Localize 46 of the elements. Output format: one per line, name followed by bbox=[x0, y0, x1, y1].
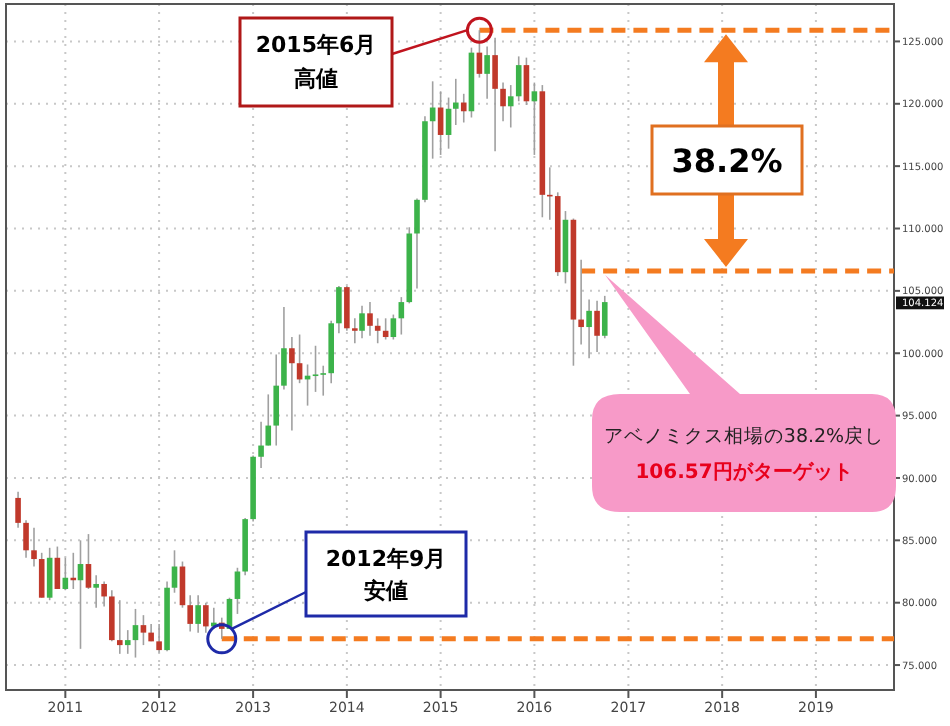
candlestick bbox=[578, 258, 584, 346]
candlestick bbox=[492, 36, 498, 152]
candlestick bbox=[352, 317, 358, 345]
candlestick bbox=[281, 306, 287, 391]
annotation: 2015年6月 bbox=[255, 32, 377, 58]
candlestick bbox=[15, 490, 21, 529]
candlestick bbox=[289, 336, 295, 432]
candlestick bbox=[500, 81, 506, 123]
candlestick bbox=[195, 594, 201, 634]
annotation: 2012年9月 bbox=[325, 546, 447, 572]
candlestick bbox=[31, 527, 37, 568]
candlestick bbox=[390, 313, 397, 341]
candlestick bbox=[93, 574, 99, 609]
candlestick bbox=[23, 519, 29, 559]
candlestick bbox=[460, 93, 467, 124]
annotation: 38.2% bbox=[671, 142, 783, 180]
candlestick bbox=[344, 285, 350, 332]
candlestick bbox=[156, 623, 162, 654]
candlestick bbox=[586, 298, 592, 360]
candlestick bbox=[484, 45, 490, 100]
annotation: 106.57円がターゲット bbox=[635, 460, 853, 484]
candlestick bbox=[116, 599, 123, 655]
annotation: 高値 bbox=[294, 66, 338, 92]
candlestick bbox=[452, 78, 459, 126]
candlestick bbox=[109, 589, 115, 643]
candlestick bbox=[124, 629, 131, 655]
candlestick bbox=[38, 552, 45, 599]
annotation: アベノミクス相場の38.2%戻し bbox=[603, 424, 885, 448]
candlestick bbox=[140, 614, 147, 646]
candlestick bbox=[101, 580, 107, 608]
candlestick bbox=[594, 300, 600, 353]
candlestick bbox=[359, 305, 365, 340]
candlestick bbox=[312, 344, 319, 393]
candlestick bbox=[203, 601, 209, 634]
candlestick bbox=[515, 55, 522, 103]
candlestick bbox=[85, 533, 92, 590]
candlestick bbox=[273, 353, 280, 447]
candlestick bbox=[320, 364, 327, 397]
candlestick bbox=[507, 84, 514, 129]
candlestick bbox=[414, 197, 420, 290]
candlestick bbox=[367, 301, 373, 337]
candlestick bbox=[336, 285, 342, 335]
annotation: 安値 bbox=[364, 578, 408, 604]
candlestick bbox=[258, 421, 264, 469]
candlestick bbox=[187, 594, 193, 633]
candlestick bbox=[601, 295, 608, 340]
